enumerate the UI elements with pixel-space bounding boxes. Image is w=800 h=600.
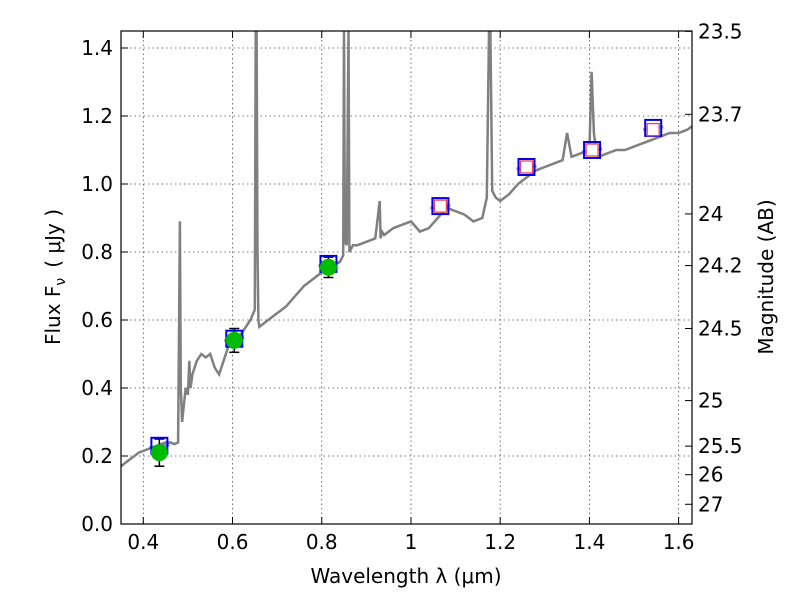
right-tick-label: 25 <box>698 389 723 413</box>
right-tick-label: 24.5 <box>698 317 743 341</box>
y-tick-label: 0.4 <box>81 376 113 400</box>
right-tick-label: 26 <box>698 463 723 487</box>
right-tick-label: 24.2 <box>698 254 743 278</box>
right-tick-label: 23.5 <box>698 19 743 43</box>
spectrum-layer <box>121 31 692 468</box>
model-square <box>583 141 602 159</box>
observed-point <box>225 331 243 349</box>
ticks-layer: 0.4 0.6 0.8 1 1.2 1.4 1.6 0.0 0.2 0.4 0.6 0.8 1.0 1.2… <box>81 19 742 554</box>
predicted-square <box>585 143 599 157</box>
y-tick-label: 0.2 <box>81 444 113 468</box>
y-axis-title-unit: ( μJy ) <box>41 209 65 268</box>
y-tick-label: 0.8 <box>81 240 113 264</box>
plot-frame <box>120 30 693 525</box>
grid-layer <box>121 31 692 525</box>
x-axis-title: Wavelength λ (μm) <box>310 564 501 588</box>
y-axis-title: Flux Fν ( μJy ) <box>41 209 69 345</box>
model-square <box>517 158 536 176</box>
y-axis-title-text: Flux F <box>41 286 65 345</box>
y-tick-label: 1.2 <box>81 104 113 128</box>
right-axis-title: Magnitude (AB) <box>754 199 778 354</box>
x-tick-label: 1.6 <box>663 530 695 554</box>
y-tick-label: 0.6 <box>81 308 113 332</box>
observed-point <box>150 444 168 462</box>
markers-layer <box>149 118 664 467</box>
x-tick-label: 0.6 <box>217 530 249 554</box>
y-tick-label: 1.4 <box>81 36 113 60</box>
predicted-square <box>519 160 534 174</box>
predicted-square <box>646 122 660 137</box>
y-axis-title-sub: ν <box>53 278 69 286</box>
x-tick-label: 0.4 <box>127 530 159 554</box>
right-tick-label: 23.7 <box>698 102 743 126</box>
predicted-square <box>433 199 448 213</box>
x-tick-label: 1 <box>405 530 418 554</box>
y-tick-label: 1.0 <box>81 172 113 196</box>
right-tick-label: 27 <box>698 492 723 516</box>
observed-point <box>319 258 337 276</box>
x-tick-label: 1.2 <box>484 530 516 554</box>
right-tick-label: 24 <box>698 202 723 226</box>
model-square <box>431 197 450 216</box>
y-tick-label: 0.0 <box>81 512 113 536</box>
x-tick-label: 0.8 <box>306 530 338 554</box>
x-tick-label: 1.4 <box>573 530 605 554</box>
right-tick-label: 25.5 <box>698 434 743 458</box>
spectrum-line <box>121 31 692 468</box>
